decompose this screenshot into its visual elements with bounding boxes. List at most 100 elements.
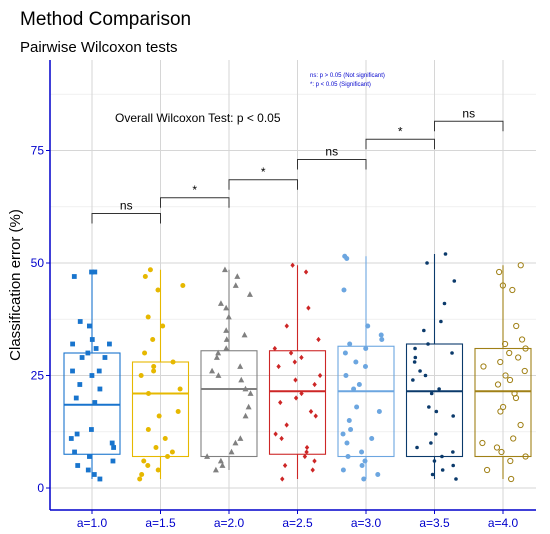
data-point — [141, 458, 147, 464]
data-point — [365, 323, 371, 329]
bracket-a=1.5-a=2.0: * — [160, 183, 230, 208]
data-point — [74, 431, 80, 437]
data-point — [316, 336, 321, 343]
gridlines — [50, 60, 536, 510]
data-point — [379, 337, 385, 342]
data-point — [145, 314, 151, 320]
data-point — [340, 431, 346, 437]
data-point — [512, 394, 520, 402]
data-point — [451, 414, 455, 418]
data-point — [234, 273, 241, 279]
data-point — [77, 382, 83, 387]
x-tick-label: a=4.0 — [488, 516, 519, 530]
bracket-a=3.5-a=4.0: ns — [434, 106, 504, 132]
box-body — [405, 343, 464, 458]
data-point — [282, 462, 288, 469]
data-point — [517, 421, 524, 429]
data-point — [430, 472, 435, 477]
data-point — [109, 440, 115, 446]
data-point — [342, 350, 348, 356]
data-point — [432, 459, 437, 463]
bracket-line — [434, 120, 504, 132]
data-point — [139, 472, 145, 477]
data-point — [450, 351, 454, 355]
bracket-label: ns — [462, 106, 475, 120]
data-point — [359, 463, 365, 468]
data-point — [151, 368, 157, 374]
y-axis-label: Classification error (%) — [7, 209, 24, 361]
data-point — [308, 408, 314, 415]
data-point — [522, 345, 529, 352]
data-point — [304, 444, 310, 451]
bracket-a=2.5-a=3.0: ns — [297, 145, 367, 170]
data-point — [439, 319, 443, 324]
bracket-a=1.0-a=1.5: ns — [91, 199, 161, 224]
data-point — [232, 282, 239, 288]
data-point — [413, 355, 418, 360]
data-point — [232, 439, 239, 446]
data-point — [507, 457, 514, 465]
data-point — [223, 345, 230, 351]
data-point — [506, 349, 513, 357]
data-point — [437, 387, 441, 391]
data-point — [217, 457, 224, 464]
bracket-label: ns — [325, 145, 338, 159]
data-point — [310, 467, 315, 473]
data-point — [111, 445, 117, 450]
data-point — [170, 359, 176, 365]
data-point — [359, 449, 365, 455]
data-point — [85, 467, 91, 473]
x-axis-ticks: a=1.0 a=1.5 a=2.0 a=2.5 a=3.0 a=3.5 a=4.0 — [77, 510, 519, 530]
data-point — [92, 269, 98, 275]
bracket-label: * — [398, 124, 403, 138]
x-tick-label: a=1.5 — [145, 516, 176, 530]
data-point — [223, 327, 230, 333]
data-point — [351, 386, 357, 392]
data-point — [451, 450, 455, 454]
data-point — [498, 448, 505, 456]
data-point — [344, 256, 350, 261]
data-point — [142, 350, 148, 356]
box-body — [63, 352, 121, 455]
data-point — [434, 409, 439, 414]
data-point — [429, 391, 434, 396]
data-point — [217, 300, 224, 306]
data-point — [245, 403, 252, 410]
data-point — [378, 332, 384, 338]
box-body — [268, 350, 327, 455]
data-point — [107, 341, 112, 347]
data-point — [209, 367, 216, 374]
bracket-line — [228, 179, 298, 190]
data-point — [153, 445, 159, 450]
data-point — [68, 436, 74, 441]
box-a=2.5 — [268, 265, 327, 479]
data-point — [452, 279, 457, 283]
data-point — [356, 382, 362, 387]
data-point — [493, 444, 501, 451]
data-point — [280, 476, 285, 482]
data-point — [362, 364, 368, 369]
x-tick-label: a=2.5 — [282, 516, 313, 530]
bracket-label: * — [261, 165, 266, 179]
data-point — [97, 386, 103, 392]
box-a=4.0 — [474, 265, 532, 479]
x-tick-label: a=3.0 — [351, 516, 382, 530]
data-point — [440, 468, 445, 472]
data-point — [102, 355, 108, 360]
data-point — [162, 436, 168, 441]
data-point — [425, 261, 429, 265]
data-point — [110, 458, 116, 464]
data-point — [138, 373, 144, 378]
data-point — [347, 341, 353, 347]
data-point — [150, 337, 156, 342]
box-plots — [63, 254, 532, 479]
data-point — [497, 408, 504, 415]
data-point — [509, 286, 516, 294]
data-point — [215, 349, 222, 356]
bracket-line — [365, 138, 435, 150]
legend-note-significant: *: p < 0.05 (Significant) — [310, 82, 371, 88]
data-point — [422, 328, 426, 333]
data-point — [85, 350, 91, 356]
y-axis-ticks: 0 25 50 75 — [31, 144, 50, 495]
data-point — [70, 341, 76, 347]
